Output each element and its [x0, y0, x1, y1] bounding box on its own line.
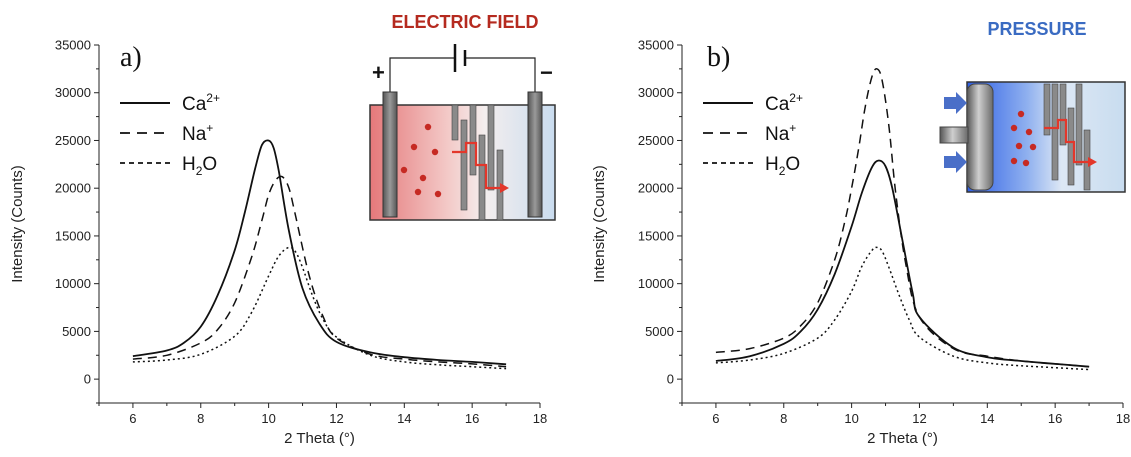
ion-path-arrow — [452, 141, 500, 190]
ion-dot — [424, 123, 432, 131]
panel-b-y-axis-title: Intensity (Counts) — [591, 165, 608, 283]
panel-b-x-tick-label: 10 — [844, 411, 858, 426]
ion-dot — [1029, 143, 1037, 151]
panel-b-x-tick-label: 8 — [780, 411, 787, 426]
panel-b-legend-label: Ca2+ — [765, 91, 803, 115]
arrow-head — [1088, 157, 1097, 167]
membrane-bar — [469, 104, 477, 176]
ion-dot — [1010, 124, 1018, 132]
panel-b-y-tick-label: 20000 — [638, 181, 674, 196]
ion-dot — [400, 166, 408, 174]
panel-b-y-tick-label: 15000 — [638, 228, 674, 243]
panel-a-panel-label: a) — [120, 42, 142, 73]
membrane-bar — [487, 104, 495, 191]
ion-dot — [434, 190, 442, 198]
ion-dot — [1010, 157, 1018, 165]
membrane-bar — [1075, 83, 1083, 166]
ion-dot — [1022, 159, 1030, 167]
panel-b-legend-label: Na+ — [765, 121, 796, 145]
ion-dot — [410, 143, 418, 151]
panel-a-x-tick-label: 18 — [533, 411, 547, 426]
membrane-bar — [1043, 83, 1051, 136]
panel-a-y-axis-title: Intensity (Counts) — [9, 165, 26, 283]
panel-a-x-tick-label: 14 — [397, 411, 411, 426]
pressure-inset: PRESSURE — [939, 19, 1126, 193]
circuit-wire-left — [389, 57, 455, 95]
membrane-bar — [1051, 83, 1059, 181]
panel-a-x-tick-label: 8 — [197, 411, 204, 426]
piston-rod — [939, 126, 969, 144]
electric-field-inset: ELECTRIC FIELD + − — [369, 12, 556, 221]
panel-b-y-tick-label: 5000 — [645, 324, 674, 339]
ion-dot — [414, 188, 422, 196]
panel-a-y-tick-label: 10000 — [55, 276, 91, 291]
ion-dot — [1015, 142, 1023, 150]
circuit-wire-right — [465, 57, 536, 95]
panel-a-y-tick-label: 20000 — [55, 181, 91, 196]
panel-a-y-tick-label: 5000 — [62, 324, 91, 339]
panel-b-chart: 0 5000 10000 15000 20000 25000 30000 35000 6 8 10 1… — [591, 19, 1130, 447]
panel-b-series-h2o-line — [715, 246, 1090, 371]
negative-terminal-sign: − — [540, 60, 553, 85]
ion-dot — [1017, 110, 1025, 118]
pressure-title: PRESSURE — [987, 19, 1086, 39]
pressure-arrow-icon — [944, 151, 967, 173]
panel-a-y-tick-label: 15000 — [55, 228, 91, 243]
panel-b-y-tick-label: 30000 — [638, 85, 674, 100]
panel-a-y-tick-label: 25000 — [55, 133, 91, 148]
panel-b-panel-label: b) — [707, 42, 730, 73]
ion-dot — [431, 148, 439, 156]
panel-b-series-na-line — [715, 68, 1090, 368]
panel-b-y-tick-label: 35000 — [638, 38, 674, 53]
membrane-bar — [1059, 83, 1067, 146]
ion-dot — [1025, 128, 1033, 136]
membrane-bar — [460, 119, 468, 211]
panel-a-legend-label: H2O — [182, 154, 217, 178]
panel-b-y-tick-label: 25000 — [638, 133, 674, 148]
panel-a-x-tick-label: 10 — [261, 411, 275, 426]
panel-a-y-tick-label: 35000 — [55, 38, 91, 53]
ion-path-arrow — [1044, 118, 1088, 164]
membrane-bar — [478, 134, 486, 221]
ion-dot — [419, 174, 427, 182]
arrow-head — [500, 183, 509, 193]
electric-field-title: ELECTRIC FIELD — [392, 12, 539, 32]
panel-a-x-tick-label: 12 — [329, 411, 343, 426]
panel-b-y-tick-label: 10000 — [638, 276, 674, 291]
panel-a-series-na-line — [132, 175, 507, 368]
panel-b-x-tick-label: 18 — [1116, 411, 1130, 426]
piston-head — [966, 83, 994, 191]
positive-terminal-sign: + — [372, 60, 385, 85]
panel-b-x-tick-label: 16 — [1048, 411, 1062, 426]
panel-a-x-tick-label: 6 — [129, 411, 136, 426]
panel-b-x-axis-title: 2 Theta (°) — [867, 430, 938, 447]
panel-a-chart: 0 5000 10000 15000 20000 25000 30000 35000 6 8 10 1… — [9, 12, 556, 447]
panel-b-y-tick-label: 0 — [667, 372, 674, 387]
negative-electrode — [527, 91, 543, 218]
positive-electrode — [382, 91, 398, 218]
panel-b-series-ca-line — [715, 159, 1090, 368]
panel-a-legend-label: Na+ — [182, 121, 213, 145]
panel-b-x-tick-label: 6 — [712, 411, 719, 426]
panel-b-x-tick-label: 14 — [980, 411, 994, 426]
panel-a-y-tick-label: 30000 — [55, 85, 91, 100]
pressure-arrow-icon — [944, 92, 967, 114]
panel-a-x-axis-title: 2 Theta (°) — [284, 430, 355, 447]
panel-b-x-tick-label: 12 — [912, 411, 926, 426]
panel-b-legend-label: H2O — [765, 154, 800, 178]
panel-a-legend-label: Ca2+ — [182, 91, 220, 115]
membrane-bar — [451, 104, 459, 141]
panel-a-y-tick-label: 0 — [84, 372, 91, 387]
panel-a-series-ca-line — [132, 139, 507, 366]
panel-a-x-tick-label: 16 — [465, 411, 479, 426]
